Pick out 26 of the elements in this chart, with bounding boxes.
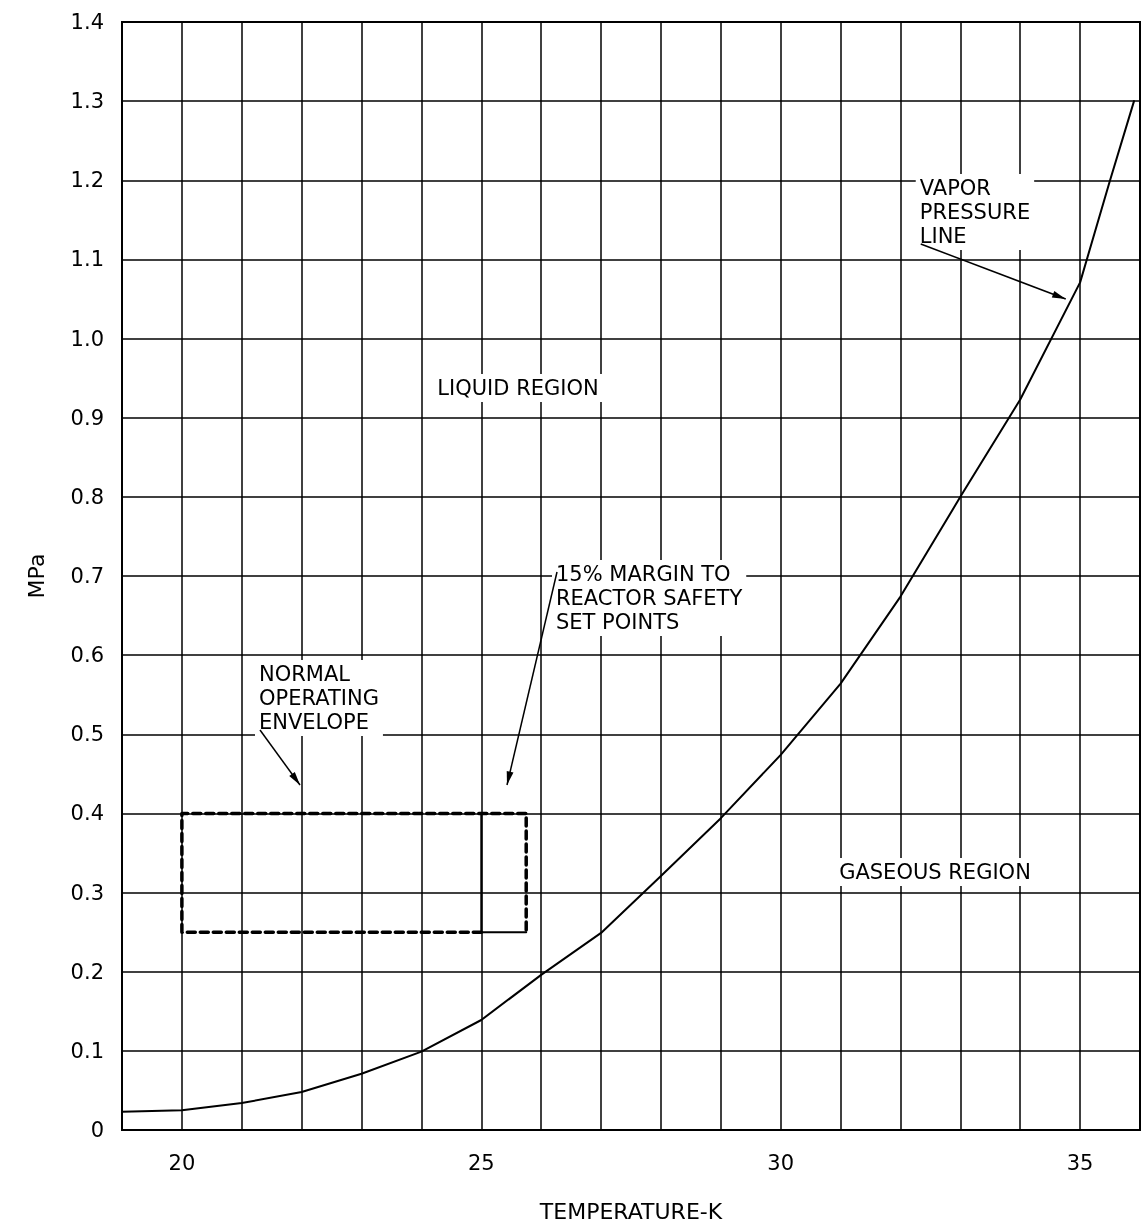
y-tick-label: 0.2 <box>70 959 104 984</box>
y-tick-label: 0.6 <box>70 643 104 668</box>
y-tick-label: 0.8 <box>70 484 104 509</box>
y-axis-title: MPa <box>23 553 49 599</box>
y-tick-label: 0 <box>90 1118 104 1142</box>
y-tick-label: 1.1 <box>70 247 104 272</box>
y-tick-label: 0.4 <box>70 801 104 826</box>
y-tick-label: 0.5 <box>70 722 104 747</box>
y-tick-label: 1.2 <box>70 168 104 193</box>
x-tick-label: 35 <box>1066 1150 1094 1175</box>
x-tick-label: 25 <box>467 1150 495 1175</box>
y-tick-label: 0.1 <box>70 1038 104 1063</box>
y-tick-label: 1.0 <box>70 326 104 351</box>
y-tick-label: 1.3 <box>70 89 104 114</box>
y-tick-label: 0.7 <box>70 564 104 588</box>
annotation: VAPOR PRESSURE LINE <box>919 176 1031 248</box>
x-tick-label: 30 <box>767 1150 795 1175</box>
annotation: NORMAL OPERATING ENVELOPE <box>259 662 379 734</box>
y-tick-label: 0.9 <box>70 405 104 430</box>
y-tick-label: 0.3 <box>70 880 104 905</box>
annotation: GASEOUS REGION <box>839 860 1031 884</box>
annotation: LIQUID REGION <box>437 376 599 400</box>
annotation: 15% MARGIN TO REACTOR SAFETY SET POINTS <box>556 562 743 634</box>
y-tick-label: 1.4 <box>70 10 104 34</box>
x-tick-label: 20 <box>168 1150 196 1175</box>
x-axis-title: TEMPERATURE-K <box>538 1198 723 1224</box>
